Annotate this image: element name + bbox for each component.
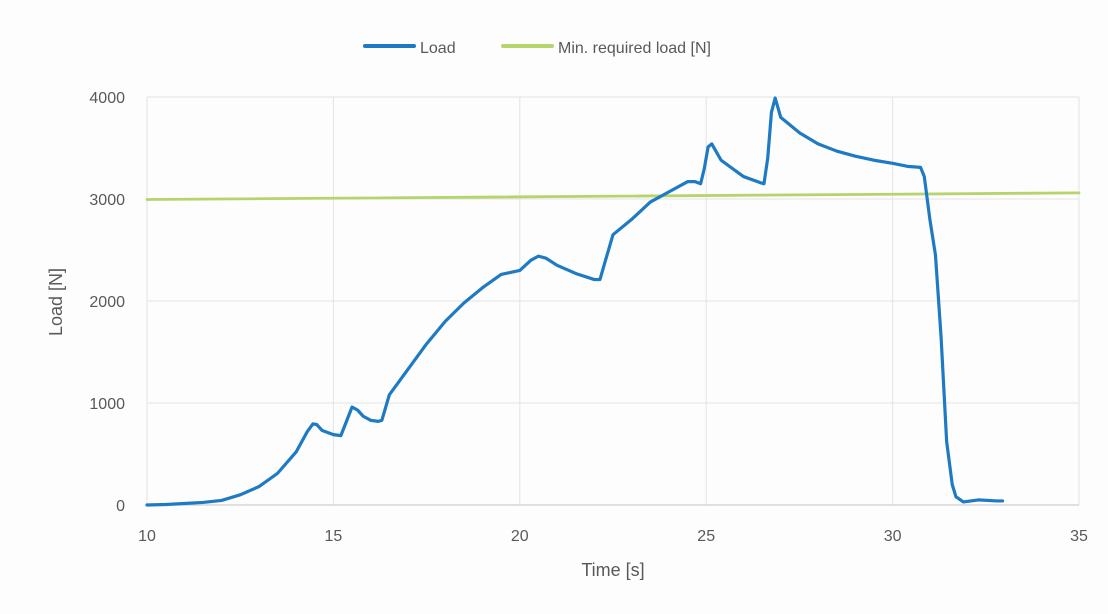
y-tick-label: 2000 — [89, 294, 125, 311]
y-tick-label: 3000 — [89, 192, 125, 209]
x-tick-label: 20 — [511, 528, 529, 545]
x-tick-label: 30 — [884, 528, 902, 545]
series-line-load — [145, 96, 1005, 507]
legend-label-min-required-load: Min. required load [N] — [558, 40, 711, 57]
y-axis-title: Load [N] — [46, 268, 66, 336]
x-tick-label: 25 — [697, 528, 715, 545]
y-tick-label: 1000 — [89, 396, 125, 413]
y-tick-label: 4000 — [89, 90, 125, 107]
x-tick-label: 35 — [1070, 528, 1088, 545]
x-tick-label: 15 — [325, 528, 343, 545]
legend-label-load: Load — [420, 40, 456, 57]
series-line-min-required-load-n — [145, 191, 1081, 201]
series-lines — [145, 96, 1081, 507]
y-tick-label: 0 — [116, 498, 125, 515]
x-axis-title: Time [s] — [581, 560, 644, 580]
tick-labels: 0 1000 2000 3000 4000 10 15 20 25 30 35 — [89, 90, 1088, 545]
x-tick-label: 10 — [138, 528, 156, 545]
legend: Load Min. required load [N] — [363, 40, 711, 57]
